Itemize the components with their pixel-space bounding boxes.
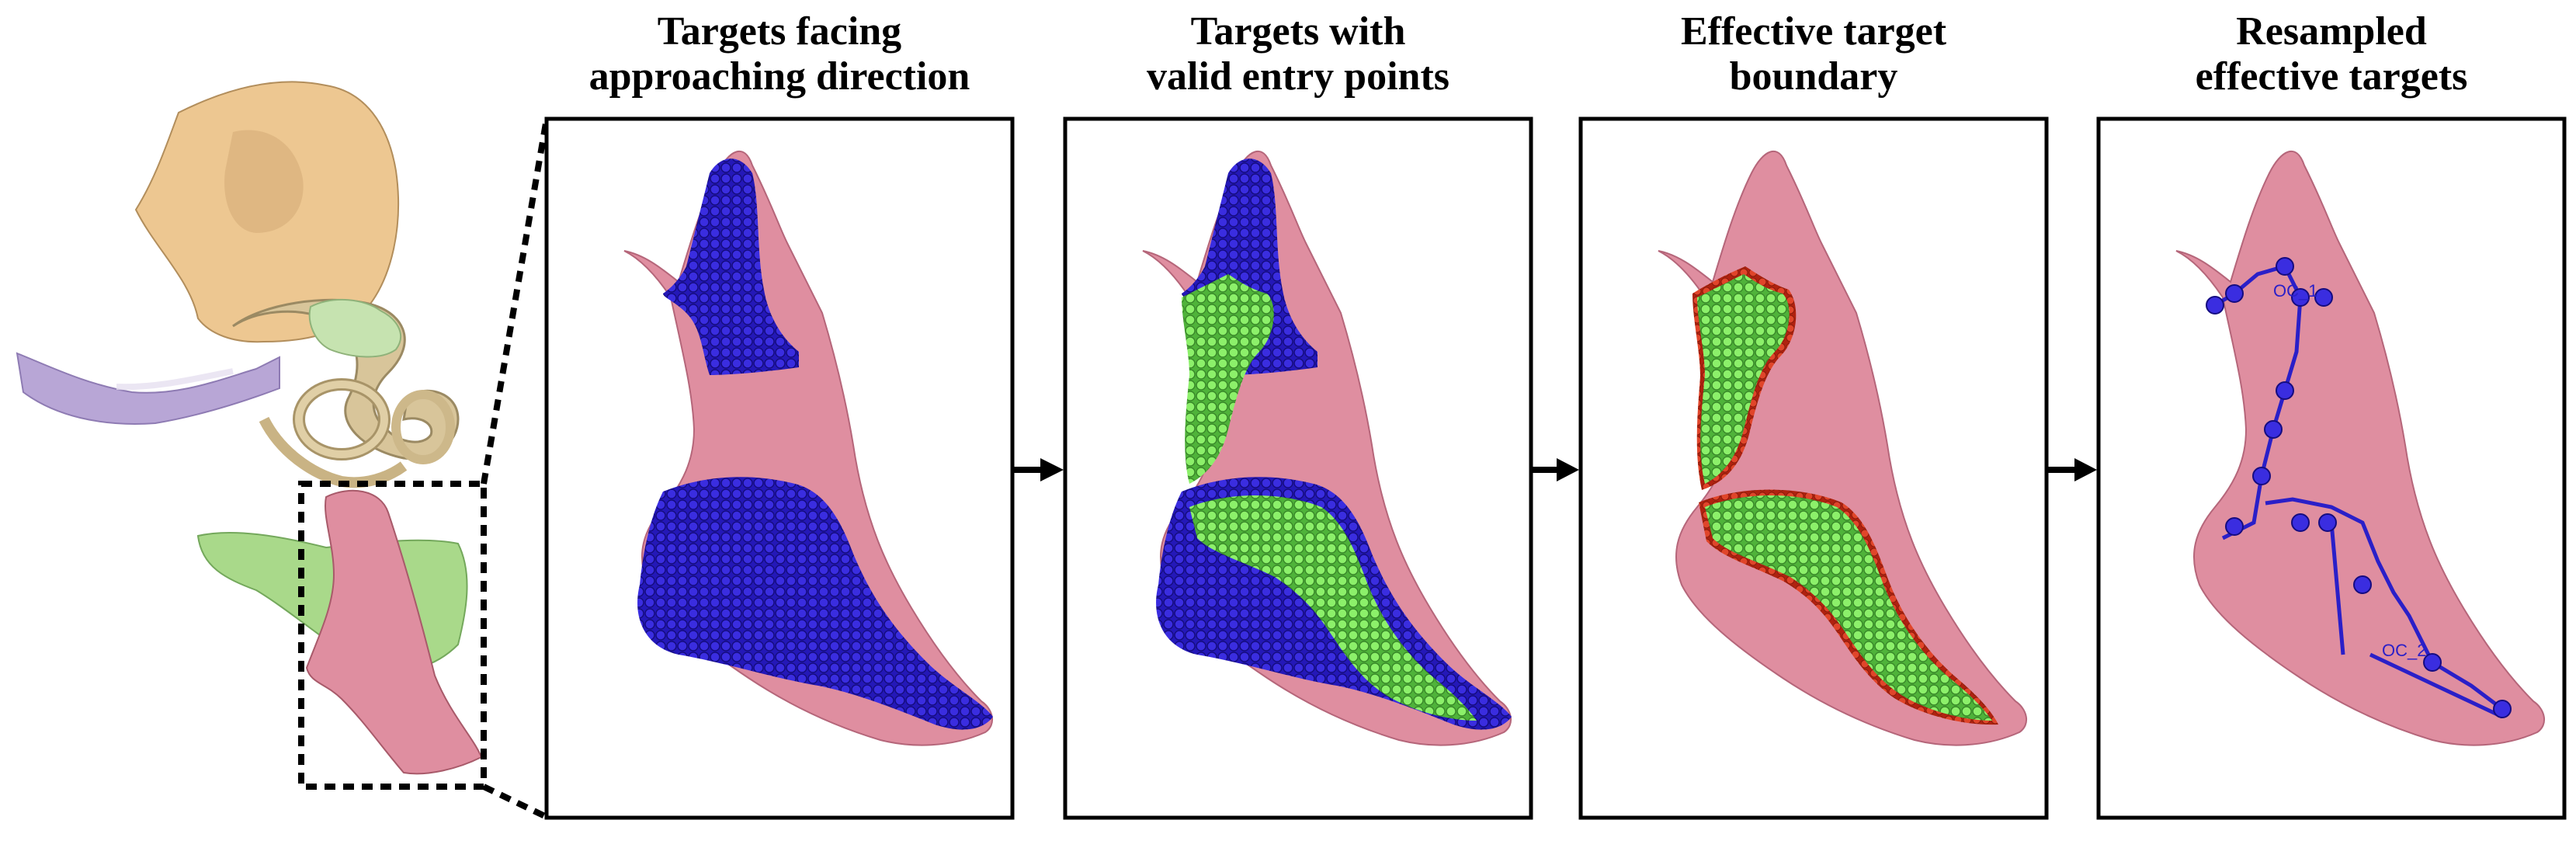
panel-2-title: Targets with valid entry points	[1065, 9, 1531, 99]
green-effective-region-upper	[1697, 274, 1790, 484]
target-point	[2225, 284, 2244, 303]
green-valid-region-upper	[1182, 274, 1274, 484]
target-point	[2252, 467, 2271, 485]
target-point	[2314, 288, 2333, 307]
panel-2-title-line-1: Targets with	[1190, 9, 1406, 54]
target-point	[2291, 288, 2310, 307]
trajectory-label-oc1: OC_1	[2273, 281, 2317, 301]
panel-1-title-line-2: approaching direction	[588, 54, 970, 99]
panel-1-title: Targets facing approaching direction	[547, 9, 1012, 99]
blue-target-region-lower	[637, 477, 993, 730]
trajectory-oc1-path	[2213, 264, 2303, 540]
trajectory-oc2-tail	[2369, 652, 2504, 719]
target-point	[2225, 517, 2244, 536]
panel-3-title-line-2: boundary	[1729, 54, 1898, 99]
trajectory-label-oc2: OC_2	[2382, 641, 2426, 660]
panel-1-visualization	[623, 150, 994, 746]
nerve-highlight	[116, 368, 234, 391]
panel-2-visualization	[1142, 150, 1512, 746]
arrow-3-to-4	[2048, 458, 2097, 481]
target-point	[2276, 257, 2294, 276]
panel-3-visualization	[1658, 150, 2028, 746]
arrow-1-to-2	[1014, 458, 1064, 481]
target-point	[2353, 575, 2372, 594]
zoom-line-top	[481, 118, 550, 485]
target-point	[2206, 296, 2224, 315]
target-point	[2291, 513, 2310, 532]
zoom-line-bottom	[482, 784, 548, 820]
target-point	[2423, 653, 2442, 672]
bone-shading	[224, 130, 304, 233]
target-point	[2493, 700, 2512, 718]
panel-3-title-line-1: Effective target	[1680, 9, 1947, 54]
panel-4-title: Resampled effective targets	[2099, 9, 2564, 99]
trajectory-oc2-branch	[2329, 522, 2345, 655]
panel-2-title-line-2: valid entry points	[1146, 54, 1450, 99]
panel-4-title-line-1: Resampled	[2236, 9, 2427, 54]
nerve-structure	[16, 352, 280, 425]
panel-4-visualization	[2175, 150, 2546, 746]
green-effective-region-lower	[1705, 495, 1992, 721]
target-point	[2264, 420, 2283, 439]
target-structure	[305, 489, 483, 775]
blue-target-region-upper	[663, 158, 799, 375]
resampled-targets	[2206, 257, 2512, 718]
green-structure-top	[308, 298, 401, 358]
anatomy-3d-model	[16, 81, 483, 775]
cochlea-coil-2	[295, 381, 388, 458]
green-valid-region-lower	[1189, 495, 1477, 721]
target-point	[2276, 381, 2294, 400]
arrow-2-to-3	[1533, 458, 1579, 481]
target-point	[2318, 513, 2337, 532]
panel-1-title-line-1: Targets facing	[657, 9, 902, 54]
canal-ring	[391, 390, 455, 464]
panel-4-title-line-2: effective targets	[2195, 54, 2468, 99]
trajectory-oc2-path	[2265, 497, 2504, 711]
panel-3-title: Effective target boundary	[1581, 9, 2047, 99]
